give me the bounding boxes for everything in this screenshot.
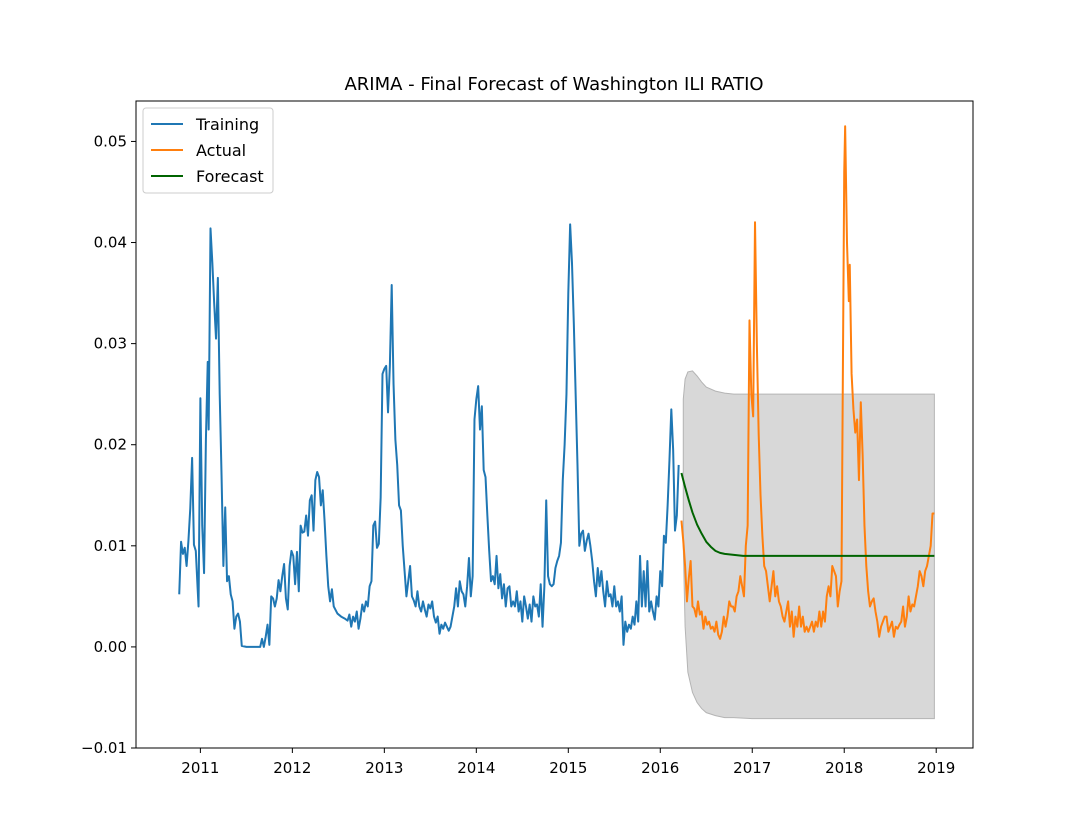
x-tick-label: 2018 [825,759,863,777]
series-line-training [178,223,680,648]
series-line-actual [680,125,935,640]
legend-box [142,107,274,194]
x-tick-label: 2012 [273,759,311,777]
x-tick-label: 2014 [457,759,495,777]
x-tick-label: 2013 [365,759,403,777]
legend: Training Actual Forecast [142,107,274,194]
legend-label-forecast: Forecast [196,167,264,186]
y-tick-label: 0.01 [94,537,127,555]
x-tick-label: 2017 [733,759,771,777]
confidence-band-layer [682,370,935,720]
legend-label-actual: Actual [196,141,246,160]
x-tick-label: 2015 [549,759,587,777]
legend-label-training: Training [195,115,259,134]
series-layer [178,125,935,648]
y-tick-label: −0.01 [81,739,127,757]
y-tick-label: 0.02 [94,436,127,454]
x-tick-label: 2019 [917,759,955,777]
x-tick-label: 2016 [641,759,679,777]
x-tick-label: 2011 [181,759,219,777]
y-tick-label: 0.00 [94,638,127,656]
plot-frame [135,100,974,749]
y-axis: −0.01 0.00 0.01 0.02 0.03 0.04 0.05 [81,132,136,757]
y-tick-label: 0.03 [94,335,127,353]
y-tick-label: 0.04 [94,234,127,252]
chart-title: ARIMA - Final Forecast of Washington ILI… [344,74,763,95]
series-line-forecast [680,472,935,557]
y-tick-label: 0.05 [94,132,127,150]
x-axis: 2011 2012 2013 2014 2015 2016 2017 2018 2019 [181,748,955,777]
confidence-band [682,370,935,720]
